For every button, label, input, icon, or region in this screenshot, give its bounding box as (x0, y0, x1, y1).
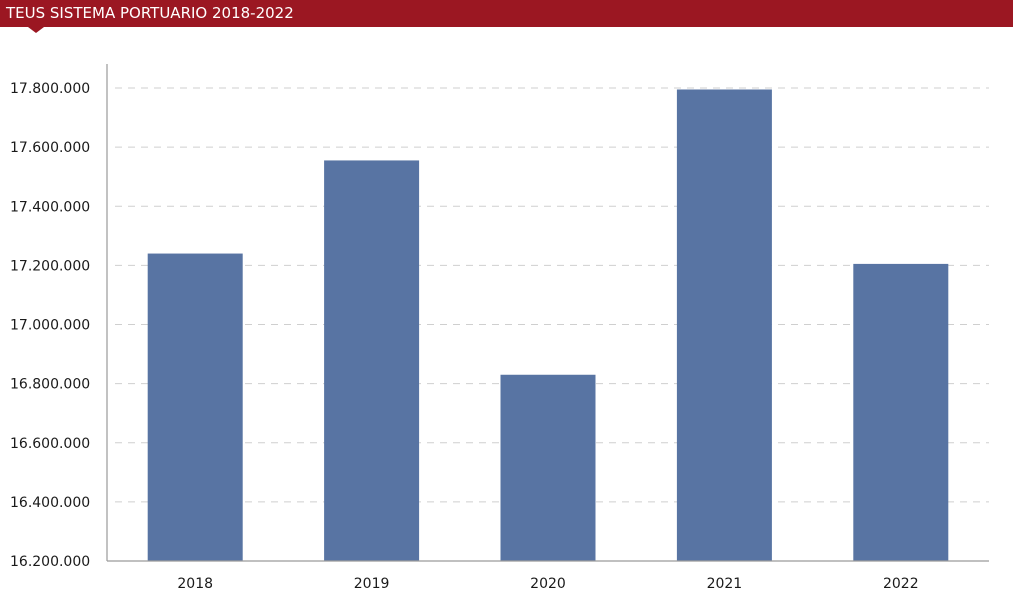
x-tick-label: 2021 (707, 576, 743, 592)
y-tick-label: 16.600.000 (10, 436, 90, 452)
bar-2021 (676, 89, 772, 562)
x-tick-label: 2022 (883, 576, 919, 592)
axes (106, 64, 989, 562)
grid-lines (115, 87, 989, 503)
y-tick-label: 17.200.000 (10, 258, 90, 274)
x-tick-label: 2020 (530, 576, 566, 592)
y-tick-label: 17.400.000 (10, 199, 90, 215)
x-tick-label: 2018 (177, 576, 213, 592)
x-tick-label: 2019 (354, 576, 390, 592)
chart-title: TEUS SISTEMA PORTUARIO 2018-2022 (6, 4, 294, 22)
tick-labels: 16.200.000 16.400.000 16.600.000 16.800.000… (10, 81, 919, 592)
y-tick-label: 17.000.000 (10, 318, 90, 334)
bars (147, 89, 949, 562)
y-tick-label: 16.800.000 (10, 377, 90, 393)
y-tick-label: 17.600.000 (10, 140, 90, 156)
y-tick-label: 16.400.000 (10, 495, 90, 511)
bar-2019 (324, 160, 420, 561)
y-tick-label: 17.800.000 (10, 81, 90, 97)
chart-header-bar: TEUS SISTEMA PORTUARIO 2018-2022 (0, 0, 1013, 27)
y-tick-label: 16.200.000 (10, 554, 90, 570)
bar-2022 (853, 263, 949, 561)
bar-2020 (500, 374, 596, 561)
bar-2018 (147, 253, 243, 562)
header-notch (28, 27, 44, 33)
